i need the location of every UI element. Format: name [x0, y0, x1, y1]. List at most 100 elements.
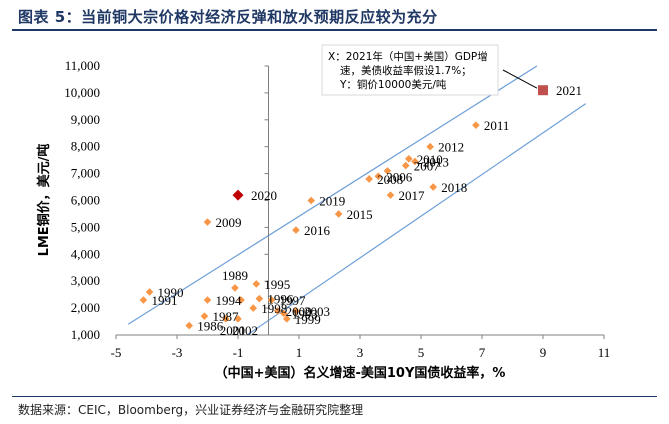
point-label: 1986 [197, 319, 224, 334]
point-2018 [429, 183, 437, 191]
footer-rule [12, 396, 657, 397]
point-2012 [426, 142, 434, 151]
trend-bands [127, 65, 587, 336]
band-line-2 [246, 103, 587, 336]
point-label: 1996 [267, 292, 294, 307]
point-1994 [203, 296, 212, 304]
point-1997 [267, 296, 276, 304]
point-1986 [185, 321, 193, 330]
point-label: 2011 [484, 118, 510, 133]
point-label: 1997 [280, 293, 307, 308]
y-tick-label: 1,000 [71, 327, 100, 342]
point-label: 1989 [222, 268, 248, 283]
point-2003 [292, 306, 300, 315]
point-label: 1990 [158, 285, 184, 300]
point-2006 [374, 172, 383, 181]
x-axis-label: （中国+美国）名义增速-美国10Y国债收益率，% [215, 365, 506, 381]
annotation-line: Y：铜价10000美元/吨 [339, 78, 447, 91]
point-1989 [231, 284, 239, 292]
point-2016 [292, 226, 300, 234]
annotation-line: 速，美债收益率假设1.7%； [340, 64, 472, 77]
point-2008 [365, 175, 373, 183]
point-label: 2016 [304, 223, 331, 238]
y-tick-label: 8,000 [71, 139, 100, 154]
point-2001 [222, 315, 230, 323]
point-1996 [255, 294, 264, 303]
point-1990 [145, 288, 154, 296]
point-label: 2018 [441, 180, 467, 195]
point-label: 2007 [414, 159, 441, 174]
point-1991 [139, 296, 148, 304]
title-rule [12, 29, 657, 31]
axes: 1,000 2,000 3,000 4,000 5,000 6,000 7,000 8,000… [64, 58, 610, 360]
point-1993 [279, 309, 288, 318]
figure-title: 图表 5：当前铜大宗价格对经济反弹和放水预期反应较为充分 [18, 8, 438, 26]
point-label: 2000 [286, 304, 312, 319]
point-1999 [283, 315, 291, 323]
point-1995 [252, 280, 261, 288]
x-tick-label: -3 [172, 345, 183, 360]
point-2009 [203, 218, 212, 226]
point-label: 1998 [261, 301, 287, 316]
point-2000 [273, 306, 282, 315]
point-label: 1999 [295, 312, 321, 327]
point-2002 [234, 315, 242, 323]
point-2013 [411, 157, 419, 166]
point-2011 [472, 121, 480, 129]
point-label: 1995 [264, 277, 290, 292]
point-2007 [401, 161, 410, 170]
point-label: 2021 [556, 83, 582, 98]
point-label: 2012 [438, 140, 464, 155]
point-label: 1991 [151, 293, 177, 308]
x-tick-label: -5 [111, 345, 122, 360]
annotation-box: X：2021年（中国+美国）GDP增速，美债收益率假设1.7%；Y：铜价1000… [321, 44, 538, 96]
point-2019 [307, 196, 315, 205]
band-line-1 [127, 65, 538, 325]
point-2021 [538, 85, 548, 96]
point-label: 2008 [377, 172, 403, 187]
title-bar: 图表 5：当前铜大宗价格对经济反弹和放水预期反应较为充分 [0, 0, 669, 30]
point-label: 2015 [347, 207, 373, 222]
point-label: 2003 [304, 304, 330, 319]
point-label: 2001 [220, 323, 246, 338]
x-tick-label: 5 [418, 345, 425, 360]
point [383, 167, 392, 175]
point-label: 2017 [399, 188, 426, 203]
y-tick-label: 7,000 [71, 166, 100, 181]
x-tick-label: -1 [233, 345, 244, 360]
point-1998 [249, 304, 258, 312]
point-2020 [232, 189, 244, 201]
y-tick-label: 10,000 [64, 85, 100, 100]
y-tick-label: 3,000 [71, 273, 100, 288]
y-tick-label: 6,000 [71, 193, 100, 208]
data-points [139, 85, 548, 330]
y-tick-label: 2,000 [71, 300, 100, 315]
y-axis-label: LME铜价，美元/吨 [36, 144, 52, 257]
annotation-connector [502, 69, 538, 89]
point-label: 2009 [216, 215, 242, 230]
x-tick-label: 3 [357, 345, 364, 360]
x-tick-label: 1 [296, 345, 303, 360]
x-tick-label: 7 [479, 345, 486, 360]
y-tick-label: 4,000 [71, 246, 100, 261]
source-note: 数据来源：CEIC，Bloomberg，兴业证券经济与金融研究院整理 [18, 403, 364, 417]
y-tick-label: 9,000 [71, 112, 100, 127]
point [237, 296, 245, 304]
point-2017 [386, 191, 395, 199]
point-2010 [405, 155, 413, 163]
annotation-frame [321, 44, 499, 96]
point-label: 2019 [319, 194, 345, 209]
point-label: 2013 [423, 154, 449, 169]
point-label: 1987 [212, 309, 239, 324]
point-label: 2006 [386, 169, 413, 184]
point-label: 2002 [232, 323, 258, 338]
y-tick-label: 5,000 [71, 219, 100, 234]
point-label: 2010 [417, 152, 443, 167]
x-tick-label: 11 [598, 345, 611, 360]
y-tick-label: 11,000 [65, 58, 100, 73]
point-2015 [334, 210, 343, 218]
point-label: 2020 [251, 188, 277, 203]
point-label: 1993 [292, 306, 318, 321]
